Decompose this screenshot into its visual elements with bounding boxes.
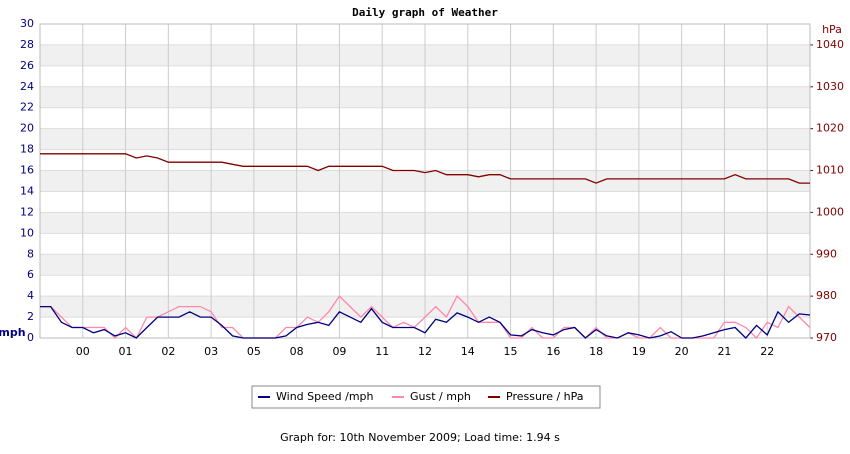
x-tick-label: 15 bbox=[504, 345, 518, 358]
x-tick-label: 18 bbox=[589, 345, 603, 358]
series-line bbox=[40, 153, 810, 184]
y-tick-label: 6 bbox=[27, 268, 34, 281]
y2-tick-label: 1020 bbox=[816, 122, 844, 135]
y2-tick-label: 970 bbox=[816, 331, 837, 344]
y-tick-label: 8 bbox=[27, 247, 34, 260]
y2-tick-label: 980 bbox=[816, 289, 837, 302]
y2-tick-label: 1040 bbox=[816, 38, 844, 51]
x-tick-label: 05 bbox=[247, 345, 261, 358]
x-tick-label: 22 bbox=[760, 345, 774, 358]
y-tick-label: 18 bbox=[20, 143, 34, 156]
series-line bbox=[40, 305, 811, 339]
legend-box bbox=[251, 385, 601, 409]
legend-label: Wind Speed /mph bbox=[276, 390, 374, 403]
footer: Graph for: 10th November 2009; Load time… bbox=[280, 431, 560, 444]
y-tick-label: 16 bbox=[20, 164, 34, 177]
y-tick-label: 20 bbox=[20, 122, 34, 135]
x-tick-label: 02 bbox=[161, 345, 175, 358]
y-tick-label: 4 bbox=[27, 289, 34, 302]
x-tick-label: 08 bbox=[290, 345, 304, 358]
chart-title: Daily graph of Weather bbox=[352, 6, 498, 19]
legend-label: Gust / mph bbox=[410, 390, 471, 403]
y-tick-label: 30 bbox=[20, 17, 34, 30]
y2-tick-label: 990 bbox=[816, 247, 837, 260]
y-tick-label: 24 bbox=[20, 80, 34, 93]
y-tick-label: 10 bbox=[20, 226, 34, 239]
x-tick-label: 01 bbox=[119, 345, 133, 358]
y2-axis-label: hPa bbox=[822, 23, 842, 36]
y2-tick-label: 1010 bbox=[816, 164, 844, 177]
x-tick-label: 00 bbox=[76, 345, 90, 358]
x-tick-label: 20 bbox=[675, 345, 689, 358]
x-tick-label: 16 bbox=[546, 345, 560, 358]
x-tick-label: 09 bbox=[332, 345, 346, 358]
y-tick-label: 0 bbox=[27, 331, 34, 344]
x-tick-label: 11 bbox=[375, 345, 389, 358]
y-tick-label: 28 bbox=[20, 38, 34, 51]
y-axis-label: mph bbox=[0, 326, 26, 339]
plot-frame bbox=[39, 23, 811, 339]
y-tick-label: 22 bbox=[20, 101, 34, 114]
y2-tick-label: 1000 bbox=[816, 205, 844, 218]
x-tick-label: 19 bbox=[632, 345, 646, 358]
x-tick-label: 21 bbox=[717, 345, 731, 358]
x-tick-label: 14 bbox=[461, 345, 475, 358]
y-tick-label: 2 bbox=[27, 310, 34, 323]
x-tick-label: 12 bbox=[418, 345, 432, 358]
y-tick-label: 14 bbox=[20, 184, 34, 197]
y-tick-label: 12 bbox=[20, 205, 34, 218]
x-tick-label: 03 bbox=[204, 345, 218, 358]
legend-label: Pressure / hPa bbox=[506, 390, 584, 403]
y2-tick-label: 1030 bbox=[816, 80, 844, 93]
y-tick-label: 26 bbox=[20, 59, 34, 72]
